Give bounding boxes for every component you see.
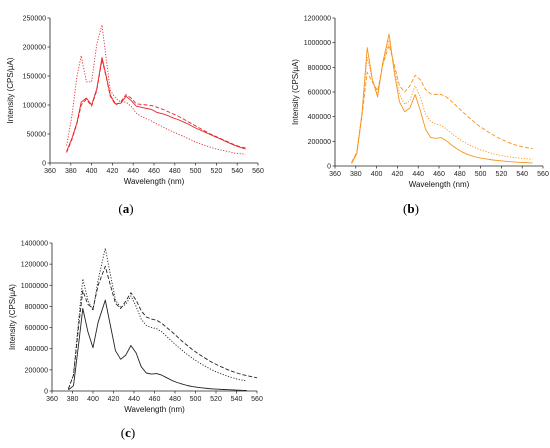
y-tick-label: 1000000 (21, 283, 48, 290)
x-tick-label: 460 (148, 168, 160, 175)
y-tick-label: 1200000 (21, 262, 48, 269)
y-axis-title: Intensity (CPS/µA) (291, 59, 300, 125)
series-line-dotted (351, 39, 533, 164)
panel-c: 360 380 400 420 440 460 480 500 520 540 560 0 200000… (8, 241, 263, 441)
series-line-solid (68, 299, 247, 391)
series-line-dotted (67, 247, 247, 390)
series-line-solid (351, 33, 533, 164)
x-tick-label: 480 (169, 168, 181, 175)
x-tick-label: 420 (108, 396, 120, 403)
panel-b: 360 380 400 420 440 460 480 500 520 540 560 0 200000… (291, 16, 549, 217)
x-tick-label: 380 (67, 396, 79, 403)
y-tick-label: 400000 (308, 114, 331, 121)
x-tick-label: 360 (46, 396, 58, 403)
panel-caption: (c) (121, 425, 135, 440)
y-tick-label: 150000 (23, 74, 46, 81)
x-tick-label: 440 (412, 171, 424, 178)
x-tick-label: 500 (190, 396, 202, 403)
x-tick-label: 440 (127, 168, 139, 175)
y-tick-label: 0 (44, 389, 48, 396)
y-axis-title: Intensity (CPS/µA) (8, 284, 17, 350)
y-tick-label: 200000 (25, 367, 48, 374)
series-line-dotted (66, 24, 246, 155)
y-tick-label: 50000 (27, 132, 47, 139)
series-line-solid (66, 56, 246, 152)
x-tick-label: 560 (537, 171, 549, 178)
x-axis-title: Wavelength (nm) (409, 180, 470, 189)
x-tick-label: 480 (454, 171, 466, 178)
y-tick-label: 400000 (25, 346, 48, 353)
x-tick-label: 460 (149, 396, 161, 403)
y-tick-label: 200000 (308, 139, 331, 146)
y-tick-label: 800000 (25, 304, 48, 311)
x-tick-label: 560 (251, 396, 263, 403)
x-tick-label: 460 (433, 171, 445, 178)
x-tick-label: 560 (252, 168, 264, 175)
x-tick-label: 400 (371, 171, 383, 178)
y-tick-label: 800000 (308, 65, 331, 72)
y-tick-label: 1400000 (21, 241, 48, 248)
x-tick-label: 420 (107, 168, 119, 175)
x-tick-label: 520 (211, 168, 223, 175)
panel-caption: (a) (118, 201, 133, 216)
series-line-dashed (351, 44, 533, 163)
x-tick-label: 440 (128, 396, 140, 403)
y-tick-label: 0 (42, 161, 46, 168)
x-tick-label: 420 (392, 171, 404, 178)
panel-caption: (b) (403, 201, 419, 216)
y-tick-label: 600000 (308, 90, 331, 97)
y-axis-title: Intensity (CPS/µA) (6, 57, 15, 123)
x-axis-title: Wavelength (nm) (124, 405, 185, 414)
y-tick-label: 250000 (23, 16, 46, 23)
x-tick-label: 500 (190, 168, 202, 175)
x-tick-label: 500 (475, 171, 487, 178)
y-tick-label: 1000000 (304, 40, 331, 47)
x-tick-label: 380 (65, 168, 77, 175)
panel-a: 360 380 400 420 440 460 480 500 520 540 560 0 50000 1… (6, 16, 264, 217)
x-tick-label: 480 (169, 396, 181, 403)
y-tick-label: 100000 (23, 103, 46, 110)
series-line-dashed (67, 265, 258, 390)
y-tick-label: 0 (327, 164, 331, 171)
x-tick-label: 360 (44, 168, 56, 175)
series-line-dashed (66, 59, 246, 153)
x-tick-label: 540 (231, 168, 243, 175)
x-tick-label: 520 (496, 171, 508, 178)
x-tick-label: 400 (87, 396, 99, 403)
x-tick-label: 360 (329, 171, 341, 178)
x-axis-title: Wavelength (nm) (124, 177, 185, 186)
y-tick-label: 200000 (23, 45, 46, 52)
y-tick-label: 1200000 (304, 16, 331, 23)
x-tick-label: 540 (231, 396, 243, 403)
x-tick-label: 540 (516, 171, 528, 178)
x-tick-label: 520 (210, 396, 222, 403)
y-tick-label: 600000 (25, 325, 48, 332)
x-tick-label: 400 (86, 168, 98, 175)
x-tick-label: 380 (350, 171, 362, 178)
